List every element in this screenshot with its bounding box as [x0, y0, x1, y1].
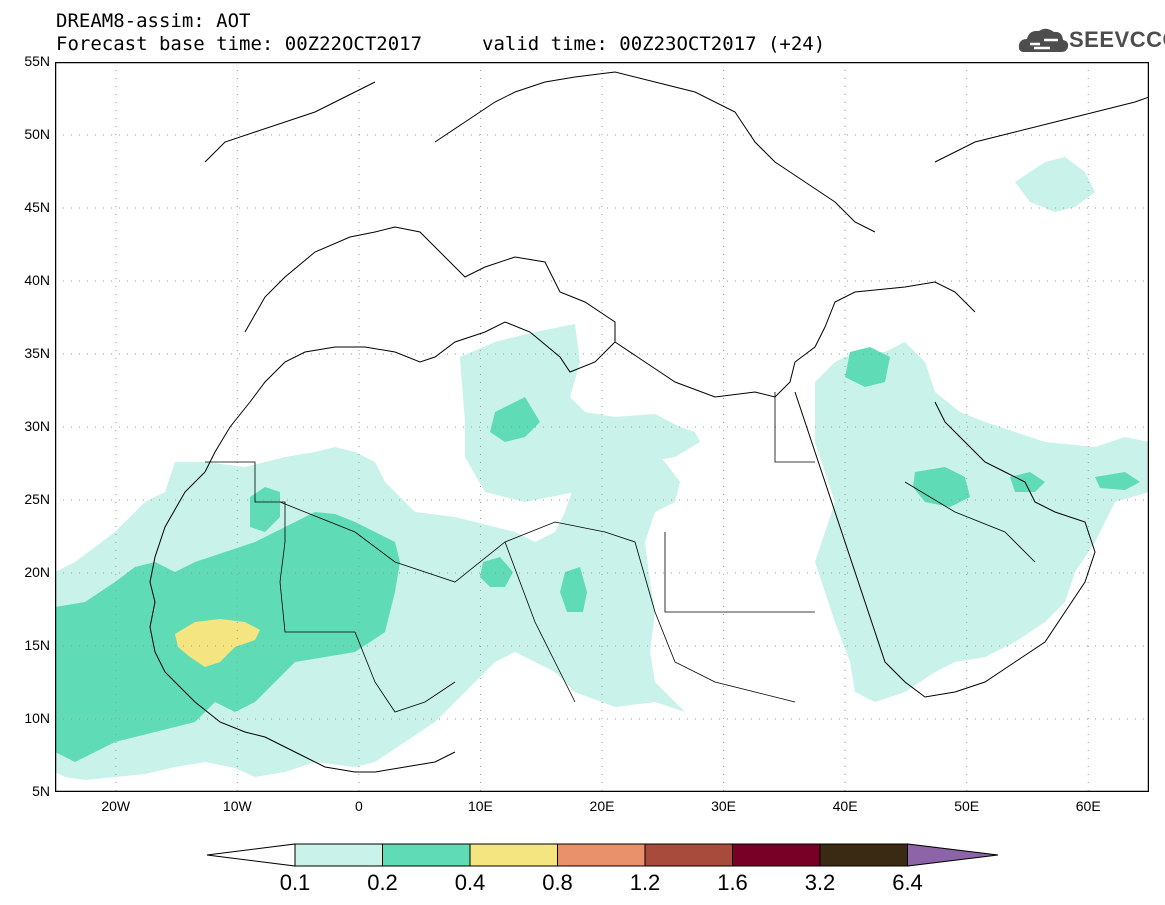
colorbar-under-arrow: [206, 843, 296, 867]
country-borders: [205, 392, 1036, 713]
colorbar-tick-label: 1.6: [717, 870, 748, 895]
aot-field-0.2: [560, 567, 587, 612]
lon-tick-label: 10E: [467, 798, 493, 814]
coastlines: [149, 71, 1149, 773]
colorbar-tick-label: 1.2: [629, 870, 661, 895]
lat-tick-label: 35N: [24, 345, 50, 361]
lon-tick-label: 10W: [222, 798, 252, 814]
aot-field-0.1: [460, 324, 700, 502]
forecast-base-time: Forecast base time: 00Z22OCT2017: [56, 33, 423, 55]
lat-tick-label: 10N: [24, 710, 50, 726]
lat-tick-label: 55N: [24, 53, 50, 69]
colorbar-tick-label: 0.4: [454, 870, 486, 895]
lon-tick-label: 60E: [1075, 798, 1101, 814]
aot-field-0.1: [1015, 157, 1095, 212]
grid-lines: [55, 62, 1149, 792]
cloud-logo-icon: [1018, 28, 1069, 52]
aot-field-0.2: [845, 347, 890, 387]
lon-tick-label: 50E: [954, 798, 980, 814]
colorbar-tick-label: 0.2: [367, 870, 398, 895]
colorbar-segment: [644, 843, 733, 867]
lat-tick-label: 5N: [32, 783, 50, 799]
aot-field-0.2: [1095, 472, 1140, 490]
map-title: DREAM8-assim: AOT: [56, 10, 251, 32]
colorbar-segment: [469, 843, 558, 867]
aot-shading: [55, 157, 1149, 780]
lat-tick-label: 20N: [24, 564, 50, 580]
colorbar-segment: [557, 843, 646, 867]
aot-colorbar: [206, 843, 999, 867]
valid-time: valid time: 00Z23OCT2017 (+24): [482, 33, 826, 55]
lon-tick-label: 40E: [832, 798, 858, 814]
aot-field-0.2: [913, 467, 970, 507]
colorbar-segment: [382, 843, 471, 867]
colorbar-segment: [732, 843, 821, 867]
lat-tick-label: 25N: [24, 491, 50, 507]
colorbar-tick-label: 0.8: [542, 870, 573, 895]
aot-field-0.2: [490, 397, 540, 442]
colorbar-segment: [819, 843, 908, 867]
lon-tick-label: 20W: [101, 798, 131, 814]
colorbar-over-arrow: [907, 843, 999, 867]
aot-field-0.1: [815, 342, 1149, 702]
aot-field-0.2: [1010, 472, 1045, 492]
aot-field-0.4: [175, 619, 260, 667]
colorbar-tick-label: 0.1: [279, 870, 311, 895]
aot-field-0.2: [480, 557, 513, 587]
aot-map: [55, 62, 1149, 792]
colorbar-tick-label: 3.2: [804, 870, 836, 895]
lon-tick-label: 20E: [589, 798, 615, 814]
lat-tick-label: 45N: [24, 199, 50, 215]
lat-tick-label: 15N: [24, 637, 50, 653]
lat-tick-label: 40N: [24, 272, 50, 288]
lat-tick-label: 30N: [24, 418, 50, 434]
lon-tick-label: 0: [354, 798, 363, 814]
lat-tick-label: 50N: [24, 126, 50, 142]
colorbar-segment: [294, 843, 383, 867]
lon-tick-label: 30E: [711, 798, 736, 814]
aot-field-0.2: [250, 487, 280, 532]
logo-text: SEEVCCC: [1069, 27, 1165, 52]
colorbar-tick-label: 6.4: [892, 870, 923, 895]
